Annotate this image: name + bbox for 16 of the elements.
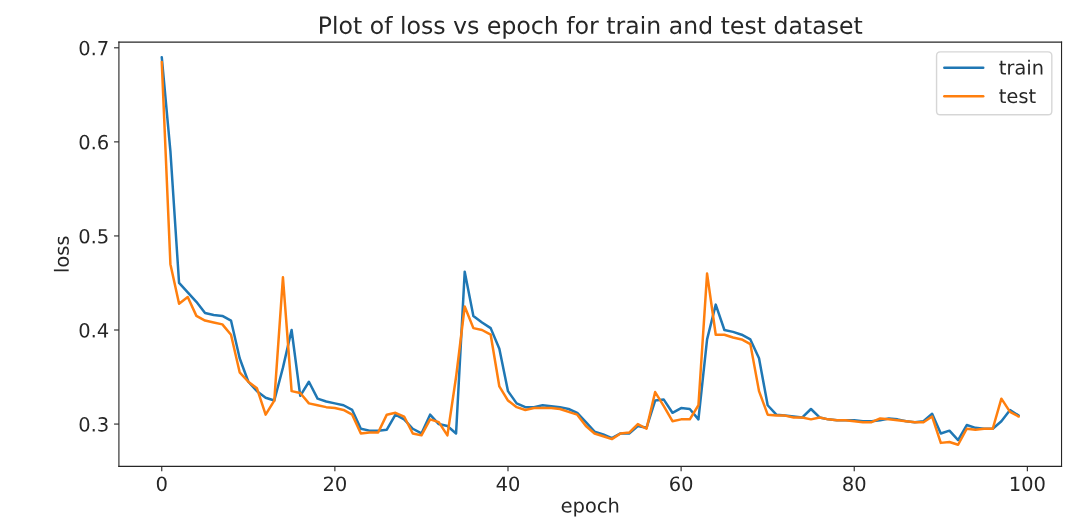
chart-title: Plot of loss vs epoch for train and test dataset (320, 15, 863, 39)
y-tick-label: 0.6 (79, 134, 108, 150)
legend-label: test (999, 89, 1036, 104)
y-tick-label: 0.5 (79, 228, 108, 244)
x-tick-label: 40 (496, 476, 520, 492)
x-tick-label: 60 (670, 476, 693, 492)
y-tick-label: 0.4 (79, 322, 109, 338)
x-tick-label: 20 (323, 476, 346, 492)
legend-label: train (999, 59, 1043, 75)
x-axis-title: epoch (561, 497, 619, 517)
y-tick-label: 0.7 (79, 40, 108, 56)
x-tick-label: 80 (843, 476, 866, 492)
y-axis-title: loss (53, 236, 69, 272)
x-tick-label: 0 (156, 476, 167, 492)
x-tick-label: 100 (1010, 476, 1045, 492)
y-tick-label: 0.3 (79, 417, 108, 432)
